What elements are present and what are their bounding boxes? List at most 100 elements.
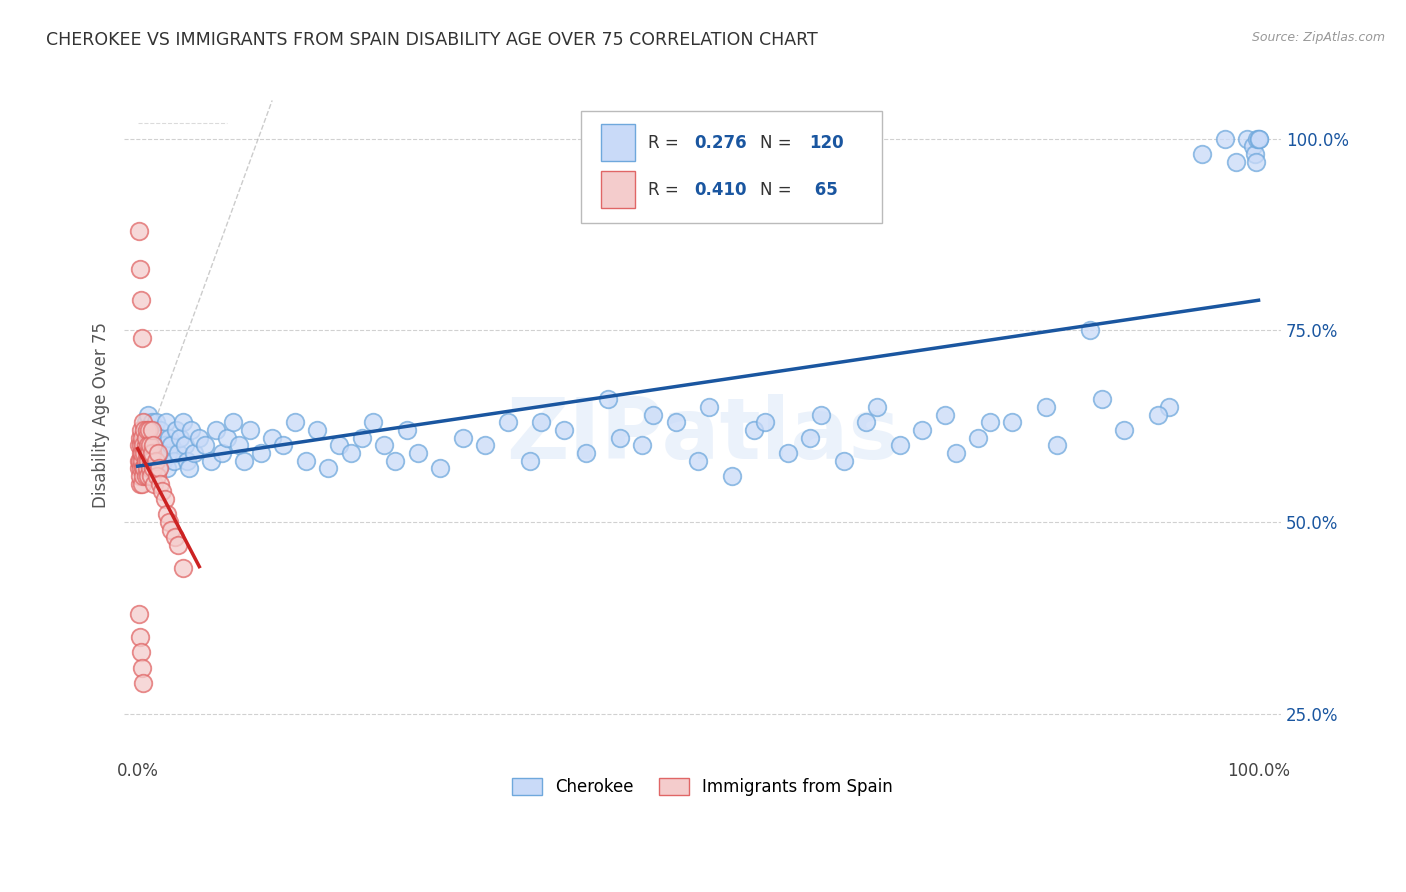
Text: 0.410: 0.410 xyxy=(695,181,747,199)
Text: 120: 120 xyxy=(808,134,844,152)
Point xyxy=(134,446,156,460)
Point xyxy=(129,293,152,307)
Point xyxy=(142,461,165,475)
Point xyxy=(553,423,575,437)
Point xyxy=(142,446,165,460)
Point xyxy=(134,438,156,452)
Point xyxy=(273,438,295,452)
Point xyxy=(131,446,153,460)
Point xyxy=(128,607,150,622)
Point xyxy=(128,461,150,475)
Point xyxy=(156,446,179,460)
Point xyxy=(1157,400,1180,414)
Point xyxy=(149,476,172,491)
Point xyxy=(720,469,742,483)
Point xyxy=(609,431,631,445)
Point xyxy=(228,438,250,452)
Point xyxy=(150,431,173,445)
Point xyxy=(1241,139,1264,153)
Point xyxy=(1213,132,1236,146)
Point xyxy=(150,484,173,499)
Point xyxy=(129,476,152,491)
Point xyxy=(134,416,156,430)
Point xyxy=(305,423,328,437)
Point xyxy=(294,454,316,468)
Point xyxy=(176,454,198,468)
Point xyxy=(141,423,163,437)
Point xyxy=(211,446,233,460)
Text: 65: 65 xyxy=(808,181,838,199)
Point xyxy=(180,423,202,437)
Point xyxy=(142,438,165,452)
Point xyxy=(945,446,967,460)
Point xyxy=(350,431,373,445)
Text: 0.276: 0.276 xyxy=(695,134,747,152)
Point xyxy=(172,561,194,575)
Point xyxy=(530,416,553,430)
Point xyxy=(153,492,176,507)
Point xyxy=(172,416,194,430)
Point xyxy=(167,446,190,460)
Point xyxy=(134,469,156,483)
Point xyxy=(316,461,339,475)
Point xyxy=(205,423,228,437)
Point xyxy=(139,438,162,452)
Point xyxy=(200,454,222,468)
Point xyxy=(128,224,150,238)
Point xyxy=(145,454,167,468)
Point xyxy=(145,431,167,445)
Point xyxy=(183,446,205,460)
Point xyxy=(643,408,665,422)
Point xyxy=(129,469,152,483)
Point xyxy=(156,461,179,475)
Point xyxy=(1225,154,1247,169)
Point xyxy=(136,454,159,468)
Point xyxy=(889,438,911,452)
Point xyxy=(134,431,156,445)
Point xyxy=(148,461,170,475)
Point xyxy=(129,645,152,659)
Point xyxy=(148,461,170,475)
Point xyxy=(799,431,821,445)
Point xyxy=(810,408,832,422)
Point xyxy=(155,416,177,430)
Point xyxy=(911,423,934,437)
Point xyxy=(146,446,169,460)
Point xyxy=(665,416,688,430)
Point xyxy=(150,446,173,460)
Point xyxy=(361,416,384,430)
Point xyxy=(139,431,162,445)
Point xyxy=(138,446,160,460)
Point xyxy=(132,676,155,690)
Point xyxy=(1091,392,1114,407)
Point xyxy=(167,538,190,552)
Point xyxy=(142,423,165,437)
Point xyxy=(128,454,150,468)
Point xyxy=(688,454,710,468)
Point xyxy=(129,423,152,437)
Text: R =: R = xyxy=(648,134,685,152)
Point xyxy=(173,438,195,452)
Point xyxy=(131,661,153,675)
Text: Source: ZipAtlas.com: Source: ZipAtlas.com xyxy=(1251,31,1385,45)
Point xyxy=(141,446,163,460)
Point xyxy=(429,461,451,475)
Point xyxy=(188,431,211,445)
Point xyxy=(136,438,159,452)
Point xyxy=(373,438,395,452)
Point xyxy=(129,446,152,460)
Point xyxy=(141,461,163,475)
Point xyxy=(136,469,159,483)
Point xyxy=(149,423,172,437)
Point xyxy=(131,431,153,445)
Point xyxy=(262,431,284,445)
Point xyxy=(143,454,166,468)
Point xyxy=(406,446,429,460)
Point xyxy=(139,446,162,460)
Point xyxy=(979,416,1001,430)
Point xyxy=(250,446,273,460)
Point xyxy=(135,454,157,468)
Text: N =: N = xyxy=(761,134,797,152)
Point xyxy=(145,446,167,460)
Point xyxy=(160,438,183,452)
